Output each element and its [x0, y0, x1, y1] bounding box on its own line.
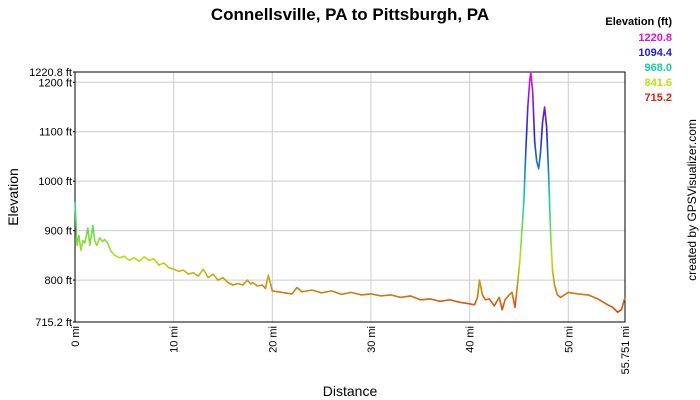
- x-tick-label: 50 mi: [563, 326, 575, 353]
- x-tick-label: 55.751 mi: [620, 326, 632, 374]
- x-tick-label: 0 mi: [70, 326, 82, 347]
- legend-entry: 1220.8: [638, 32, 672, 44]
- chart-title: Connellsville, PA to Pittsburgh, PA: [211, 5, 489, 24]
- y-tick-labels: 715.2 ft 800 ft 900 ft 1000 ft 1100 ft 1200 f…: [29, 67, 75, 329]
- legend-entry: 1094.4: [638, 47, 673, 59]
- legend-entry: 715.2: [644, 92, 672, 104]
- credit-text: created by GPSVisualizer.com: [685, 119, 699, 281]
- y-tick-label: 1220.8 ft: [29, 67, 72, 79]
- y-axis-label: Elevation: [5, 168, 21, 226]
- y-tick-label: 900 ft: [44, 226, 72, 238]
- x-tick-labels: 0 mi 10 mi 20 mi 30 mi 40 mi 50 mi 55.751 mi: [70, 326, 632, 374]
- y-tick-label: 1000 ft: [38, 176, 72, 188]
- x-axis-label: Distance: [323, 383, 378, 399]
- legend-title: Elevation (ft): [605, 16, 672, 28]
- x-tick-label: 30 mi: [366, 326, 378, 353]
- plot-frame: [74, 71, 626, 323]
- y-tick-label: 715.2 ft: [35, 317, 72, 329]
- y-grid: [75, 81, 625, 281]
- x-tick-label: 40 mi: [465, 326, 477, 353]
- elevation-points: [74, 71, 626, 313]
- elevation-line: [74, 71, 626, 313]
- x-tick-label: 20 mi: [267, 326, 279, 353]
- y-tick-label: 1200 ft: [38, 77, 72, 89]
- x-tick-label: 10 mi: [169, 326, 181, 353]
- y-tick-label: 800 ft: [44, 275, 72, 287]
- legend: Elevation (ft) 1220.8 1094.4 968.0 841.6 715…: [605, 16, 672, 104]
- y-tick-label: 1100 ft: [39, 127, 72, 139]
- legend-entry: 841.6: [644, 77, 672, 89]
- legend-entry: 968.0: [644, 62, 672, 74]
- x-grid: [173, 72, 569, 322]
